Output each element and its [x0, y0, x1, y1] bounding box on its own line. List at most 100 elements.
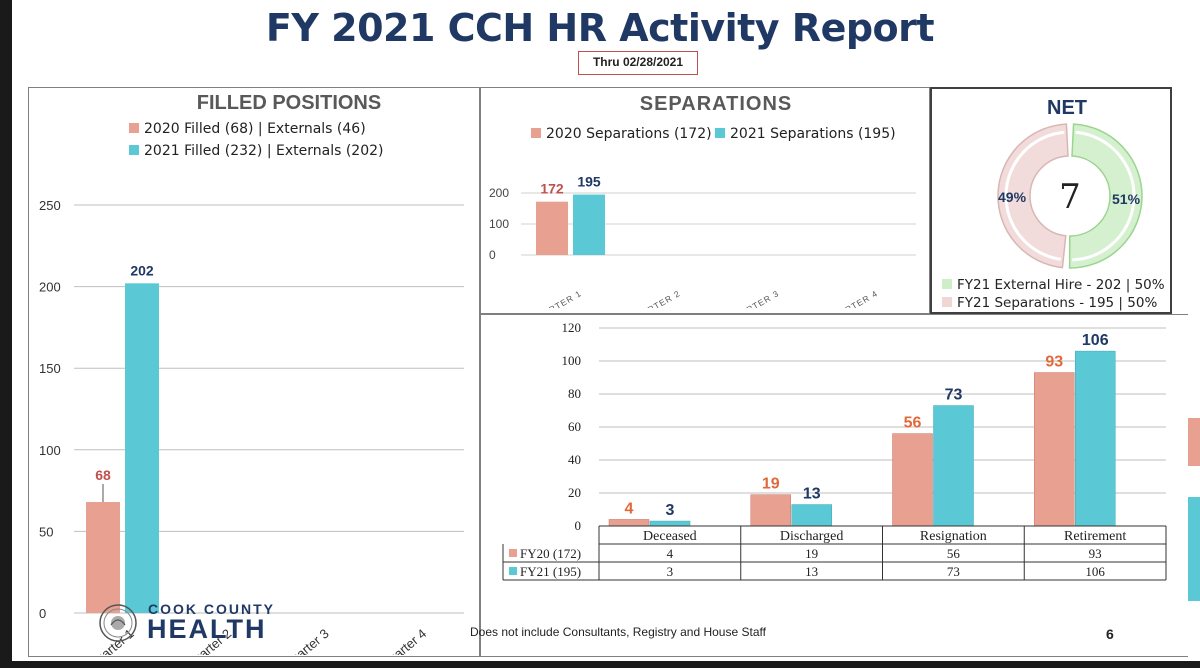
table-cell: 106	[1085, 564, 1105, 579]
separations-title: SEPARATIONS	[639, 93, 793, 115]
donut-highlight	[1072, 130, 1136, 262]
table-cell: 3	[667, 564, 674, 579]
side-tab-teal	[1188, 497, 1200, 601]
donut-highlight	[1004, 130, 1065, 261]
page-number: 6	[1106, 626, 1114, 642]
y-tick-label: 20	[568, 485, 581, 500]
data-label: 106	[1082, 332, 1109, 349]
data-label: 172	[540, 181, 564, 197]
data-label: 202	[130, 262, 154, 278]
data-label: 195	[577, 174, 601, 190]
legend-swatch-pink	[942, 297, 952, 307]
bar	[933, 405, 974, 527]
x-tick-label: QUARTER 3	[726, 288, 781, 308]
table-cell: 73	[947, 564, 960, 579]
legend-swatch-2021	[715, 128, 725, 138]
bar	[608, 519, 650, 527]
legend-label: 2020 Filled (68) | Externals (46)	[144, 121, 366, 137]
table-legend-swatch	[509, 567, 517, 575]
y-tick-label: 0	[575, 518, 582, 533]
data-label: 13	[803, 486, 821, 503]
net-pct-separations: 49%	[998, 189, 1027, 205]
report-title: FY 2021 CCH HR Activity Report	[265, 6, 935, 50]
cook-county-seal-logo	[99, 604, 137, 642]
legend-2021-separations: 2021 Separations (195)	[715, 126, 896, 142]
net-title: NET	[1047, 97, 1087, 119]
bar	[573, 194, 605, 255]
separations-chart: 0 100 200 QUARTER 1 172 195 QUARTER 2 QUARTER 3…	[489, 174, 916, 308]
x-tick-label: Quarter 4	[377, 626, 429, 655]
legend-swatch-2021	[129, 145, 139, 155]
filled-positions-panel: FILLED POSITIONS 2020 Filled (68) | Exte…	[28, 87, 480, 657]
bar	[1075, 350, 1116, 527]
y-tick-label: 100	[489, 217, 509, 231]
bar	[125, 283, 159, 613]
bar	[86, 502, 120, 613]
bar	[791, 504, 832, 527]
data-label: 68	[95, 467, 111, 483]
separations-panel: SEPARATIONS 2020 Separations (172) 2021 …	[480, 87, 930, 314]
data-label: 93	[1045, 354, 1063, 371]
y-tick-label: 100	[562, 353, 582, 368]
logo-text-line1: COOK COUNTY	[148, 601, 275, 617]
category-label: Resignation	[920, 529, 987, 544]
y-tick-label: 60	[568, 419, 581, 434]
logo-text-line2: HEALTH	[147, 614, 267, 644]
bar	[750, 494, 791, 527]
category-label: Retirement	[1064, 529, 1126, 544]
y-tick-label: 0	[39, 606, 46, 621]
table-cell: 19	[805, 546, 818, 561]
x-tick-label: QUARTER 4	[825, 288, 880, 308]
data-label: 4	[625, 500, 634, 517]
legend-2020-separations: 2020 Separations (172)	[531, 126, 712, 142]
net-panel: NET 7 49% 51% FY21 External Hire - 202 |…	[930, 87, 1172, 314]
table-cell: 56	[947, 546, 961, 561]
data-label: 19	[762, 476, 780, 493]
screen-edge-bottom	[0, 661, 1200, 668]
legend-2020-filled: 2020 Filled (68) | Externals (46)	[129, 121, 366, 137]
screen-edge-left	[0, 0, 12, 668]
table-series-label: FY21 (195)	[520, 564, 581, 579]
table-series-label: FY20 (172)	[520, 546, 581, 561]
legend-external-hire: FY21 External Hire - 202 | 50%	[942, 277, 1165, 293]
legend-swatch-2020	[129, 123, 139, 133]
bar	[1034, 372, 1075, 527]
x-tick-label: QUARTER 1	[529, 288, 584, 308]
category-label: Discharged	[780, 529, 844, 544]
category-label: Deceased	[643, 529, 697, 544]
legend-swatch-2020	[531, 128, 541, 138]
legend-separations: FY21 Separations - 195 | 50%	[942, 295, 1157, 311]
y-tick-label: 150	[39, 361, 61, 376]
y-tick-label: 50	[39, 524, 53, 539]
legend-label: 2021 Separations (195)	[730, 126, 896, 142]
net-donut-chart	[997, 123, 1143, 269]
y-tick-label: 200	[39, 280, 61, 295]
footer-note: Does not include Consultants, Registry a…	[470, 625, 766, 639]
data-label: 73	[945, 387, 963, 404]
y-tick-label: 250	[39, 198, 61, 213]
bar	[536, 201, 568, 255]
legend-label: FY21 External Hire - 202 | 50%	[957, 277, 1165, 293]
date-badge: Thru 02/28/2021	[578, 51, 698, 75]
legend-label: FY21 Separations - 195 | 50%	[957, 295, 1158, 311]
table-cell: 93	[1089, 546, 1102, 561]
y-tick-label: 200	[489, 186, 509, 200]
legend-label: 2020 Separations (172)	[546, 126, 712, 142]
table-legend-swatch	[509, 549, 517, 557]
donut-hole	[1032, 158, 1108, 234]
side-tab-salmon	[1188, 418, 1200, 466]
legend-label: 2021 Filled (232) | Externals (202)	[144, 143, 384, 159]
net-pct-external-hire: 51%	[1112, 191, 1141, 207]
data-label: 56	[904, 415, 922, 432]
y-tick-label: 0	[489, 248, 496, 262]
x-tick-label: QUARTER 2	[627, 288, 682, 308]
y-tick-label: 100	[39, 443, 61, 458]
bar	[649, 520, 691, 527]
bar	[892, 433, 933, 527]
filled-positions-title: FILLED POSITIONS	[196, 92, 382, 114]
data-label: 3	[666, 502, 675, 519]
net-value: 7	[1059, 177, 1081, 217]
legend-swatch-green	[942, 279, 952, 289]
separation-reasons-chart: 0 20 40 60 80 100 120 4 3 19 13 56 73 93 106 Deceased 4 3…	[502, 320, 1167, 581]
